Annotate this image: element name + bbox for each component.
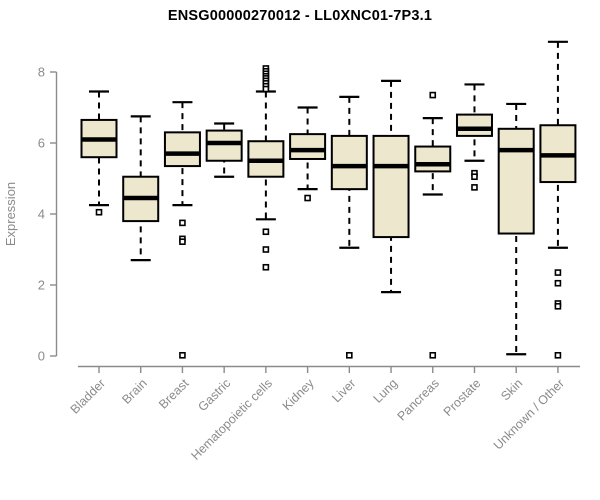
y-tick-label: 2 <box>38 278 45 293</box>
boxplot-lung-box <box>372 134 410 239</box>
boxplot-kidney-outlier <box>304 194 311 202</box>
boxplot-unknown-other-outlier <box>554 279 562 287</box>
boxplot-pancreas-outlier <box>429 91 437 99</box>
boxplot-unknown-other-outlier <box>554 351 562 359</box>
x-tick-label-hematopoietic-cells: Hematopoietic cells <box>188 376 275 463</box>
y-tick-label: 0 <box>38 349 45 364</box>
y-tick-label: 6 <box>38 136 45 151</box>
boxplot-hematopoietic-cells-outlier <box>262 246 270 253</box>
boxplot-hematopoietic-cells-outlier <box>262 228 270 236</box>
y-tick-label: 4 <box>38 207 45 222</box>
x-tick-label-breast: Breast <box>156 376 192 412</box>
x-tick-label-kidney: Kidney <box>280 376 317 413</box>
boxplot-kidney-box <box>289 133 327 160</box>
boxplot-hematopoietic-cells-outlier <box>262 263 270 271</box>
y-axis-title: Expression <box>3 182 18 246</box>
boxplot-hematopoietic-cells-outlier <box>262 85 270 93</box>
chart-title: ENSG00000270012 - LL0XNC01-7P3.1 <box>167 8 433 24</box>
boxplot-bladder-outlier <box>95 208 103 216</box>
boxplot-prostate-outlier <box>471 184 478 191</box>
x-tick-label-prostate: Prostate <box>441 376 484 419</box>
boxplot-breast-outlier <box>179 351 186 359</box>
boxplot-skin-box <box>497 127 535 235</box>
boxplot-gastric-box <box>205 129 243 162</box>
x-tick-label-skin: Skin <box>498 376 525 403</box>
boxplot-unknown-other-outlier <box>554 302 562 310</box>
y-tick-label: 8 <box>38 65 45 80</box>
x-tick-label-pancreas: Pancreas <box>395 376 442 423</box>
x-tick-label-brain: Brain <box>119 376 150 407</box>
boxplot-liver-outlier <box>346 351 353 359</box>
boxplot-breast-outlier <box>179 219 186 227</box>
boxplot-pancreas-outlier <box>429 351 437 359</box>
boxplot-unknown-other-outlier <box>554 269 562 276</box>
x-tick-label-unknown-other: Unknown / Other <box>491 376 567 452</box>
x-tick-label-liver: Liver <box>329 376 358 405</box>
boxplot-pancreas-box <box>414 145 452 173</box>
x-tick-label-lung: Lung <box>371 376 401 406</box>
boxplot-liver-box <box>330 134 368 191</box>
x-tick-label-bladder: Bladder <box>68 376 108 416</box>
boxplot-breast-box <box>163 131 201 168</box>
boxplot-prostate-outlier <box>471 173 478 181</box>
boxplot-prostate-box <box>455 113 493 137</box>
x-tick-label-gastric: Gastric <box>195 376 233 414</box>
boxplot-breast-outlier <box>179 238 186 245</box>
